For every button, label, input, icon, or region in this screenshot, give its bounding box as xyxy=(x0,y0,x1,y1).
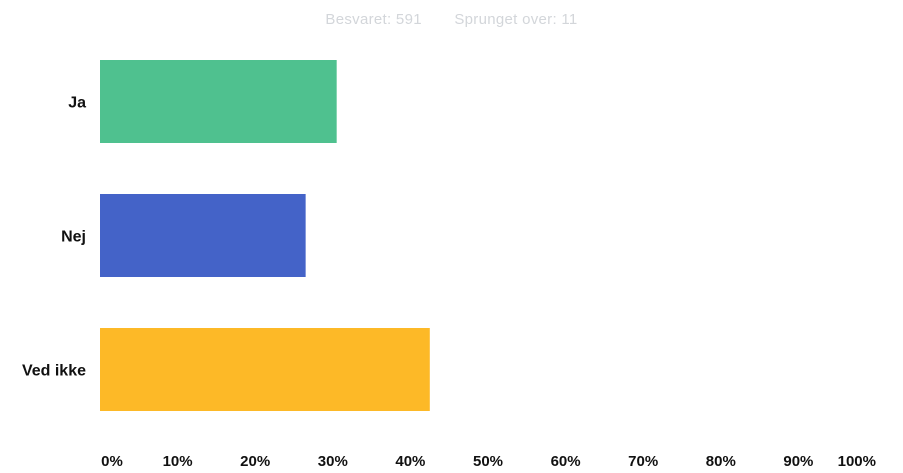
category-label: Ja xyxy=(68,95,86,112)
answered-count: Besvaret: 591 xyxy=(325,11,422,28)
x-tick-label: 50% xyxy=(473,453,503,470)
x-tick-label: 30% xyxy=(318,453,348,470)
x-tick-label: 0% xyxy=(101,453,123,470)
x-tick-label: 60% xyxy=(551,453,581,470)
x-tick-label: 40% xyxy=(395,453,425,470)
x-tick-label: 80% xyxy=(706,453,736,470)
category-label: Nej xyxy=(61,229,86,246)
x-tick-label: 20% xyxy=(240,453,270,470)
x-tick-label: 10% xyxy=(163,453,193,470)
x-tick-label: 90% xyxy=(783,453,813,470)
x-tick-label: 100% xyxy=(838,453,876,470)
bar-ved-ikke xyxy=(100,328,430,411)
category-label: Ved ikke xyxy=(22,363,86,380)
x-tick-label: 70% xyxy=(628,453,658,470)
skipped-count: Sprunget over: 11 xyxy=(454,11,578,28)
response-stats: Besvaret: 591 Sprunget over: 11 xyxy=(0,11,903,28)
bar-ja xyxy=(100,60,337,143)
bar-nej xyxy=(100,194,306,277)
